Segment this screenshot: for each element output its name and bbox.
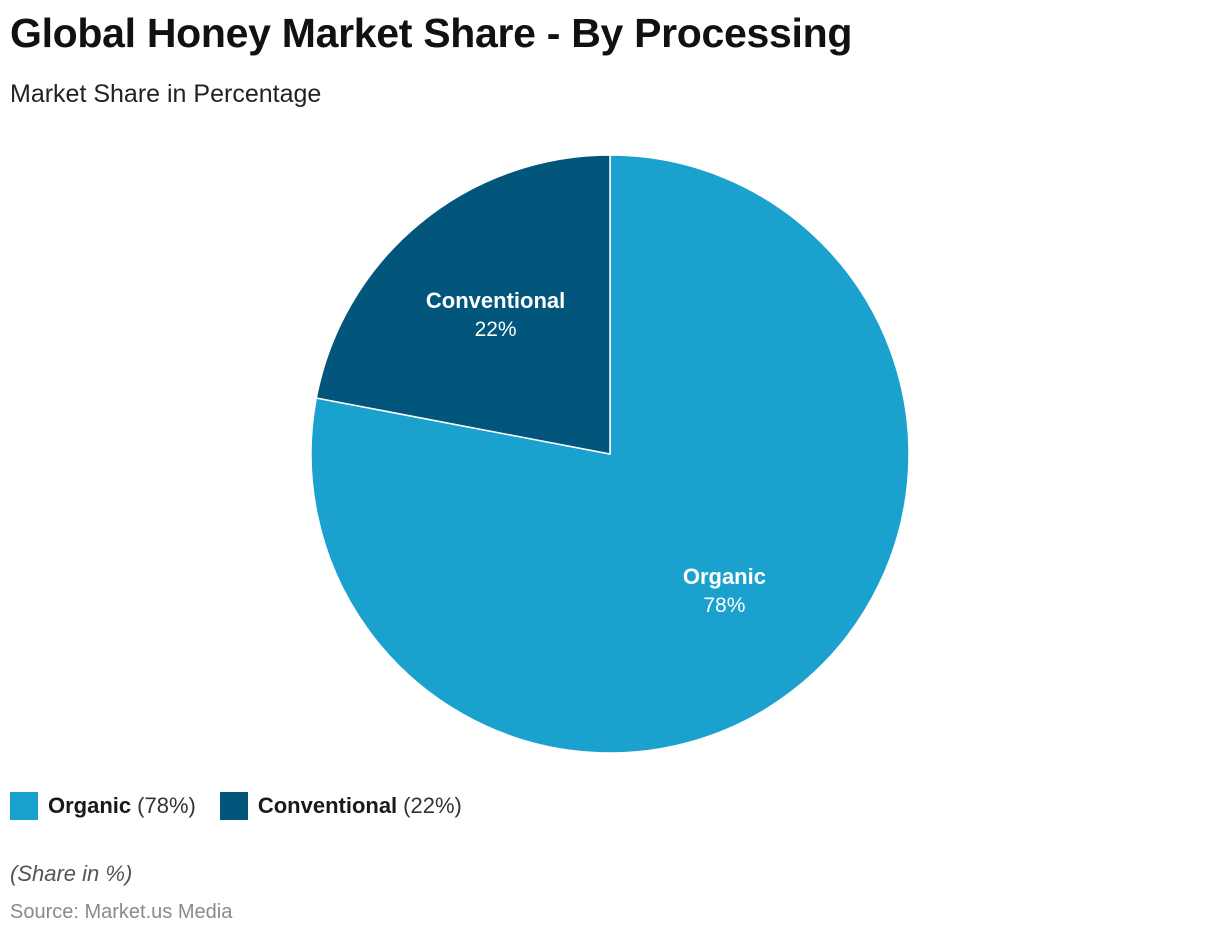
legend-label-conventional: Conventional xyxy=(257,793,398,818)
slice-value-organic: 78% xyxy=(703,594,745,617)
chart-title: Global Honey Market Share - By Processin… xyxy=(10,10,853,56)
chart-subtitle: Market Share in Percentage xyxy=(10,80,322,108)
slice-label-organic: Organic xyxy=(683,564,766,589)
chart-source: Source: Market.us Media xyxy=(10,901,233,923)
legend-value-conventional: (22%) xyxy=(403,793,462,818)
pie-slice-conventional xyxy=(315,154,611,455)
legend-item-organic: Organic (78%) xyxy=(10,792,196,820)
legend-swatch-organic xyxy=(10,792,38,820)
legend-label-organic: Organic xyxy=(48,793,132,818)
pie-slices xyxy=(310,154,910,754)
pie-slice-labels: Organic 78% Conventional 22% xyxy=(426,288,766,617)
pie-slice-organic xyxy=(310,154,910,754)
chart-note: (Share in %) xyxy=(10,861,133,886)
slice-label-conventional: Conventional xyxy=(426,288,565,313)
legend-item-conventional: Conventional (22%) xyxy=(219,792,462,820)
legend-value-organic: (78%) xyxy=(137,793,196,818)
legend-swatch-conventional xyxy=(219,792,248,820)
chart-legend: Organic (78%) Conventional (22%) xyxy=(10,792,486,820)
slice-value-conventional: 22% xyxy=(475,318,517,341)
pie-chart: Organic 78% Conventional 22% xyxy=(310,154,910,754)
